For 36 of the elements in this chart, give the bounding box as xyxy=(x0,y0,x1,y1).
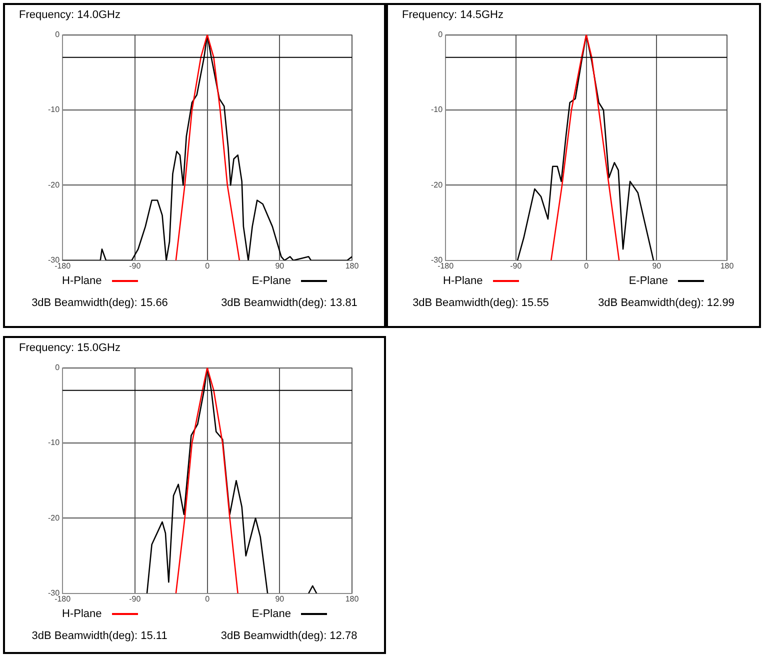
x-tick-label: 0 xyxy=(205,261,210,270)
text: 3dB Beamwidth(deg): 15.11 xyxy=(32,630,168,642)
y-tick-label: -20 xyxy=(48,513,60,522)
legend-label: E-Plane xyxy=(252,275,291,287)
text: 3dB Beamwidth(deg): 12.78 xyxy=(220,630,358,642)
y-tick-label: -10 xyxy=(48,105,60,114)
legend-label: E-Plane xyxy=(628,275,668,287)
y-tick-label: 0 xyxy=(55,30,60,40)
x-tick-label: -90 xyxy=(129,261,142,270)
legend-label: H-Plane xyxy=(62,275,102,287)
x-tick-label: 180 xyxy=(720,261,734,270)
x-tick-label: -90 xyxy=(510,261,522,270)
chart-title: Frequency: 14.5GHz xyxy=(402,9,504,21)
y-tick-label: 0 xyxy=(55,363,60,372)
y-tick-label: -10 xyxy=(431,105,444,114)
x-tick-label: 0 xyxy=(584,261,590,270)
text: 3dB Beamwidth(deg): 12.99 xyxy=(598,297,734,309)
text: 3dB Beamwidth(deg): 15.55 xyxy=(412,297,549,309)
text: 3dB Beamwidth(deg): 13.81 xyxy=(221,297,358,309)
chart-title: Frequency: 14.0GHz xyxy=(19,9,120,21)
legend-label: H-Plane xyxy=(62,608,102,620)
legend-label: H-Plane xyxy=(443,275,483,287)
x-tick-label: 90 xyxy=(652,261,662,270)
x-tick-label: 0 xyxy=(205,594,210,604)
legend-label: E-Plane xyxy=(252,608,291,620)
x-tick-label: 90 xyxy=(275,594,285,604)
y-tick-label: 0 xyxy=(438,30,444,40)
y-tick-label: -20 xyxy=(431,180,444,190)
x-tick-label: 180 xyxy=(345,261,360,270)
x-tick-label: -90 xyxy=(129,594,142,604)
x-tick-label: 180 xyxy=(345,594,360,604)
y-tick-label: -10 xyxy=(48,438,60,448)
y-tick-label: -20 xyxy=(48,180,60,190)
x-tick-label: 90 xyxy=(275,261,285,270)
chart-title: Frequency: 15.0GHz xyxy=(19,342,120,354)
text: 3dB Beamwidth(deg): 15.66 xyxy=(32,297,168,309)
